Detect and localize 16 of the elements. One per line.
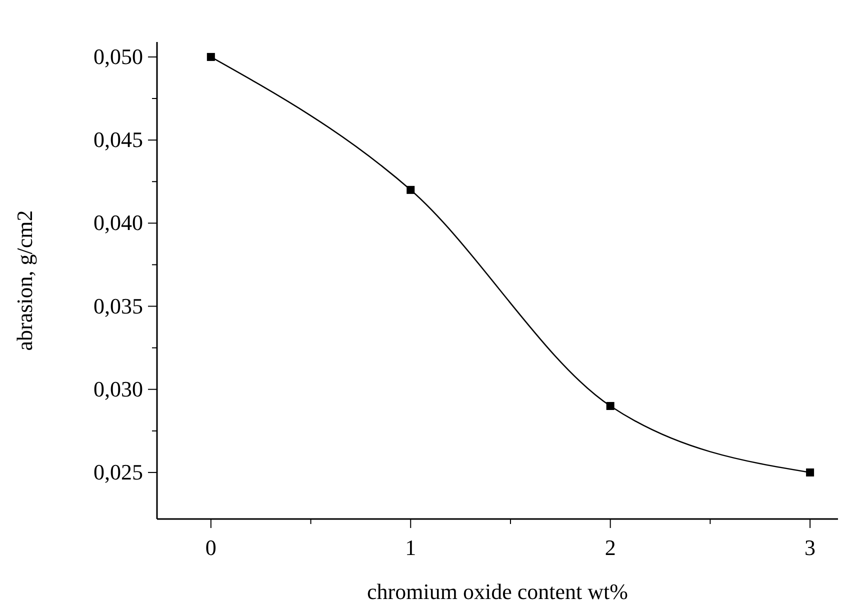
- point: [806, 468, 814, 476]
- y-tick-label: 0,045: [94, 127, 143, 152]
- y-tick-label: 0,025: [94, 459, 143, 484]
- y-tick-label: 0,050: [94, 44, 143, 69]
- point: [606, 402, 614, 410]
- point: [406, 186, 415, 194]
- x-tick-label: 0: [205, 535, 216, 560]
- y-tick-label: 0,030: [94, 376, 143, 402]
- point: [206, 52, 215, 61]
- y-tick-label: 0,035: [94, 293, 143, 318]
- y-tick-label: 0,040: [94, 210, 143, 236]
- y-axis-title: abrasion, g/cm2: [12, 210, 37, 351]
- x-axis-title: chromium oxide content wt%: [367, 579, 628, 604]
- x-tick-label: 3: [804, 535, 816, 560]
- x-tick-label: 2: [604, 535, 616, 560]
- x-tick-label: 1: [405, 535, 416, 560]
